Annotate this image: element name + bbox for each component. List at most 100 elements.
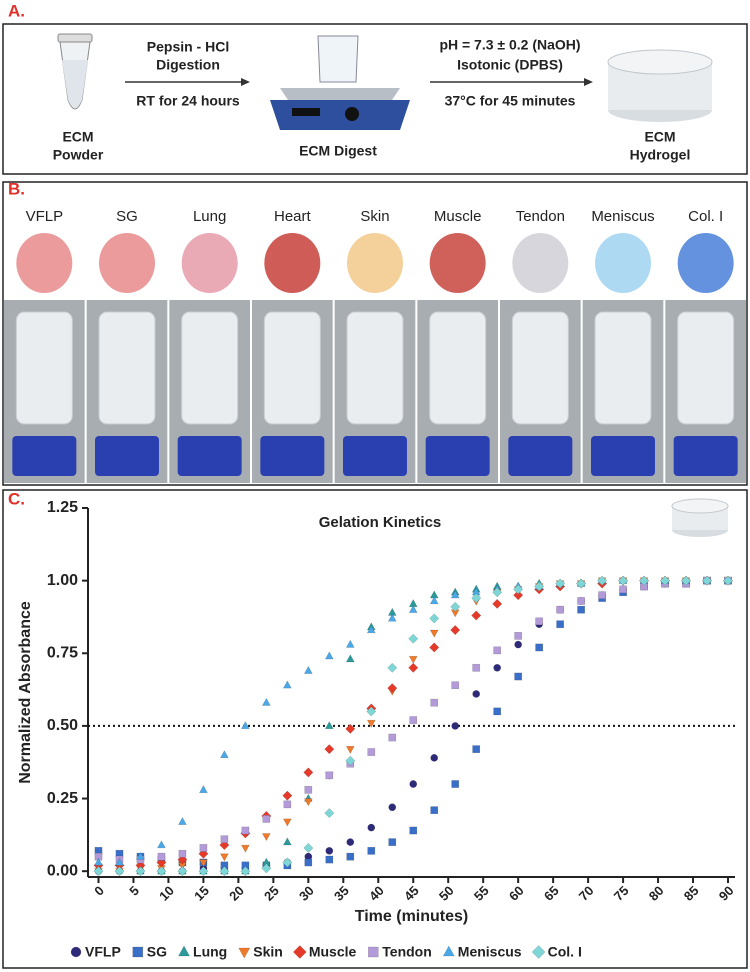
- vial-cap: [177, 436, 242, 476]
- data-point: [115, 857, 124, 866]
- data-point: [199, 859, 208, 868]
- arrowhead: [584, 78, 593, 86]
- tissue-name: Tendon: [516, 208, 565, 225]
- data-point: [597, 575, 608, 586]
- condition: Digestion: [156, 57, 220, 73]
- y-tick-label: 1.00: [47, 572, 78, 589]
- data-point: [472, 690, 481, 698]
- x-tick-label: 20: [226, 883, 247, 904]
- legend-label: Col. I: [548, 944, 582, 960]
- tissue-name: Muscle: [434, 208, 482, 225]
- arrowhead: [241, 78, 250, 86]
- data-point: [367, 748, 376, 756]
- tissue-icon: [677, 233, 734, 293]
- data-point: [408, 604, 418, 613]
- panel-a-border: [2, 23, 748, 175]
- tissue-icon: [181, 233, 238, 293]
- data-point: [304, 858, 313, 867]
- data-point: [283, 800, 292, 809]
- x-tick-label: 45: [401, 883, 422, 904]
- data-point: [282, 818, 292, 827]
- data-point: [156, 866, 167, 877]
- vial-cap: [12, 436, 77, 476]
- stirrer-icon: [270, 35, 410, 130]
- panel-label: C.: [8, 489, 25, 508]
- x-tick-label: 40: [366, 883, 387, 904]
- y-tick-label: 0.00: [47, 862, 78, 879]
- data-point: [114, 866, 125, 877]
- data-point: [513, 590, 524, 601]
- data-point: [135, 866, 146, 877]
- data-point: [451, 681, 460, 690]
- data-point: [514, 672, 523, 681]
- data-point: [451, 722, 460, 730]
- vial-cap: [260, 436, 325, 476]
- data-point: [576, 578, 587, 589]
- data-point: [177, 866, 188, 877]
- tissue-icon: [595, 233, 651, 293]
- data-point: [388, 733, 397, 742]
- legend-label: Lung: [193, 944, 227, 960]
- data-point: [262, 815, 271, 823]
- data-point: [240, 866, 251, 877]
- panel-label: B.: [8, 179, 25, 198]
- data-point: [240, 844, 250, 853]
- tissue-name: Lung: [193, 208, 226, 225]
- data-point: [304, 785, 313, 794]
- data-point: [324, 744, 335, 755]
- data-point: [178, 816, 187, 825]
- x-tick-label: 85: [681, 883, 702, 904]
- data-point: [534, 581, 545, 592]
- step-label: Powder: [53, 147, 104, 163]
- data-point: [303, 798, 313, 807]
- x-tick-label: 65: [541, 883, 562, 904]
- data-point: [367, 847, 376, 855]
- tissue-row: VFLP SG Lung Heart Skin Muscle Tendon Meniscus C…: [4, 208, 746, 483]
- data-point: [660, 575, 671, 586]
- x-tick-label: 35: [331, 883, 352, 904]
- tissue-icon: [512, 233, 569, 293]
- data-point: [472, 745, 481, 754]
- data-point: [555, 578, 566, 589]
- vial-cap: [425, 436, 490, 476]
- tissue-name: Col. I: [688, 208, 723, 225]
- x-tick-label: 55: [471, 883, 492, 904]
- data-point: [157, 840, 166, 849]
- tissue-icon: [347, 233, 403, 293]
- data-point: [429, 596, 439, 605]
- x-tick-label: 15: [191, 883, 212, 904]
- x-tick-label: 0: [91, 883, 107, 899]
- tissue-icon: [264, 233, 321, 293]
- data-point: [388, 838, 397, 846]
- tissue-name: Meniscus: [591, 208, 654, 225]
- data-point: [429, 642, 440, 653]
- data-point: [366, 625, 376, 634]
- data-point: [325, 847, 334, 855]
- tissue-name: VFLP: [26, 208, 64, 225]
- vial-cap: [673, 436, 738, 476]
- legend-label: Tendon: [382, 944, 432, 960]
- data-point: [387, 683, 398, 694]
- data-point: [346, 852, 355, 861]
- data-point: [198, 848, 209, 859]
- x-tick-label: 30: [296, 883, 317, 904]
- data-point: [556, 620, 564, 629]
- data-point: [471, 610, 482, 621]
- data-point: [198, 866, 209, 877]
- data-point: [556, 605, 564, 614]
- data-point: [577, 597, 585, 605]
- data-point: [408, 655, 418, 664]
- y-tick-label: 0.75: [47, 644, 78, 661]
- data-point: [261, 697, 271, 706]
- vial: [98, 311, 156, 425]
- legend-marker: [238, 947, 251, 959]
- panel-b-border: [2, 181, 748, 486]
- x-tick-label: 70: [576, 883, 597, 904]
- data-point: [492, 598, 503, 609]
- data-point: [366, 706, 377, 717]
- legend-label: Meniscus: [458, 944, 522, 960]
- y-tick-label: 1.25: [47, 499, 78, 516]
- legend-label: VFLP: [85, 944, 121, 960]
- data-point: [324, 651, 334, 660]
- data-point: [387, 662, 398, 673]
